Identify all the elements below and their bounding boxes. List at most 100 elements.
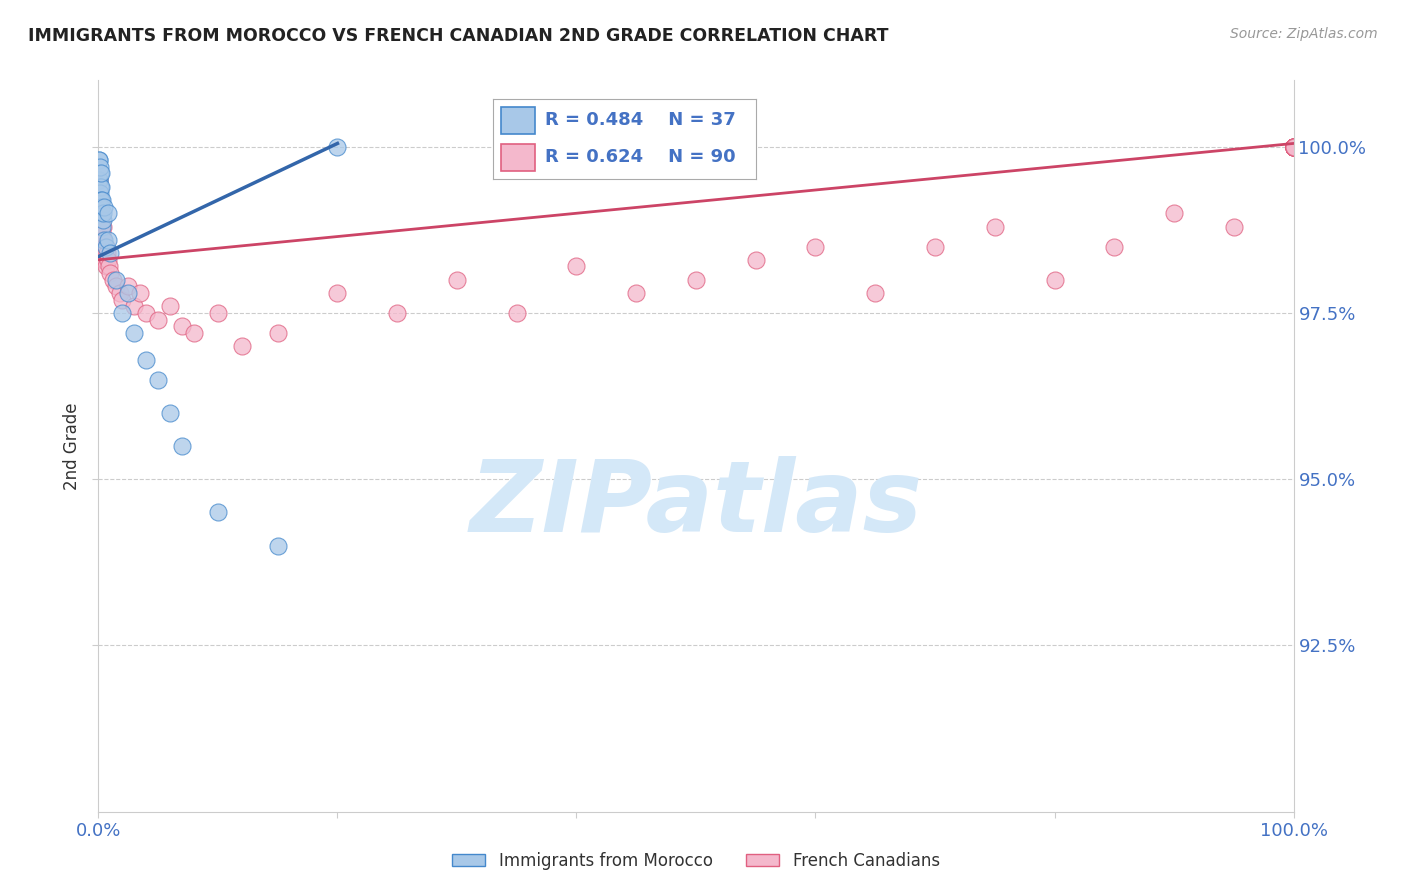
Point <box>172 319 194 334</box>
Text: ZIPatlas: ZIPatlas <box>470 456 922 553</box>
Point <box>1282 140 1305 154</box>
Point <box>1282 140 1305 154</box>
Point <box>93 239 115 253</box>
Point <box>94 239 117 253</box>
Point <box>101 273 124 287</box>
Point <box>89 179 111 194</box>
Point <box>96 260 118 274</box>
Point <box>90 239 112 253</box>
Point <box>1163 206 1185 220</box>
Point <box>89 206 111 220</box>
Point <box>1282 140 1305 154</box>
Point <box>1102 239 1125 253</box>
Point <box>1282 140 1305 154</box>
Point <box>135 352 157 367</box>
Point <box>565 260 588 274</box>
Point <box>267 539 290 553</box>
Point <box>90 213 112 227</box>
Point <box>1282 140 1305 154</box>
Point <box>129 286 152 301</box>
Point <box>1282 140 1305 154</box>
Point <box>90 166 112 180</box>
Point <box>98 260 121 274</box>
Point <box>89 166 111 180</box>
Point <box>1282 140 1305 154</box>
Legend: Immigrants from Morocco, French Canadians: Immigrants from Morocco, French Canadian… <box>446 846 946 877</box>
Point <box>267 326 290 340</box>
Point <box>93 233 115 247</box>
Point <box>89 153 111 167</box>
Point <box>108 286 131 301</box>
Point <box>326 140 349 154</box>
Point <box>98 266 122 280</box>
Point <box>135 306 157 320</box>
Point <box>87 173 110 187</box>
Text: Source: ZipAtlas.com: Source: ZipAtlas.com <box>1230 27 1378 41</box>
Point <box>91 246 114 260</box>
Point <box>685 273 707 287</box>
Point <box>89 193 111 207</box>
Point <box>326 286 349 301</box>
Point <box>87 153 110 167</box>
Point <box>804 239 827 253</box>
Point <box>984 219 1007 234</box>
Point <box>148 312 170 326</box>
Point <box>1282 140 1305 154</box>
Point <box>1282 140 1305 154</box>
Point <box>506 306 529 320</box>
Point <box>117 279 139 293</box>
Point <box>97 233 120 247</box>
Point <box>97 206 120 220</box>
Point <box>91 219 114 234</box>
Point <box>1282 140 1305 154</box>
Point <box>97 252 120 267</box>
Point <box>89 160 111 174</box>
Point <box>90 200 112 214</box>
Point <box>90 219 112 234</box>
Point <box>1282 140 1305 154</box>
Point <box>1282 140 1305 154</box>
Point <box>98 246 122 260</box>
Point <box>89 173 111 187</box>
Point <box>1282 140 1305 154</box>
Point <box>1282 140 1305 154</box>
Point <box>91 252 114 267</box>
Point <box>111 293 134 307</box>
Text: IMMIGRANTS FROM MOROCCO VS FRENCH CANADIAN 2ND GRADE CORRELATION CHART: IMMIGRANTS FROM MOROCCO VS FRENCH CANADI… <box>28 27 889 45</box>
Point <box>207 306 229 320</box>
Point <box>91 213 114 227</box>
Point <box>148 372 170 386</box>
Point <box>1282 140 1305 154</box>
Point <box>1043 273 1066 287</box>
Point <box>159 406 181 420</box>
Point <box>1282 140 1305 154</box>
Point <box>231 339 253 353</box>
Point <box>1282 140 1305 154</box>
Point <box>1282 140 1305 154</box>
Point <box>91 226 114 240</box>
Point <box>89 233 111 247</box>
Point <box>90 206 112 220</box>
Point <box>1282 140 1305 154</box>
Point <box>1282 140 1305 154</box>
Point <box>385 306 409 320</box>
Point <box>105 273 128 287</box>
Point <box>159 299 181 313</box>
Point <box>90 179 112 194</box>
Point <box>1282 140 1305 154</box>
Point <box>96 246 118 260</box>
Point <box>89 206 111 220</box>
Point <box>1282 140 1305 154</box>
Point <box>1282 140 1305 154</box>
Point <box>105 279 128 293</box>
Point <box>89 186 111 201</box>
Point <box>94 252 117 267</box>
Point <box>1282 140 1305 154</box>
Point <box>93 246 115 260</box>
Point <box>1282 140 1305 154</box>
Point <box>87 173 110 187</box>
Point <box>1282 140 1305 154</box>
Point <box>124 326 146 340</box>
Point <box>87 193 110 207</box>
Point <box>1222 219 1246 234</box>
